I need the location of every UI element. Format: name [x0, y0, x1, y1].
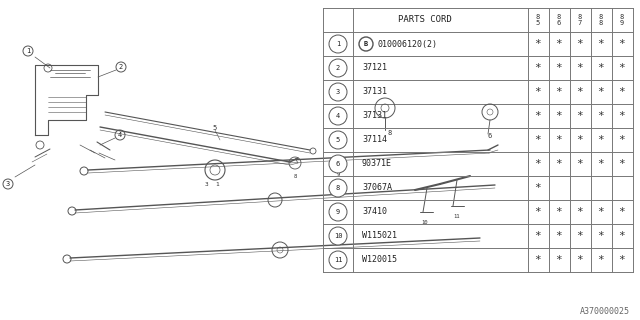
Text: *: *	[619, 159, 625, 169]
Text: 11: 11	[333, 257, 342, 263]
Text: *: *	[598, 87, 604, 97]
Text: *: *	[598, 39, 604, 49]
Text: *: *	[534, 207, 541, 217]
Text: *: *	[556, 135, 563, 145]
Text: *: *	[577, 207, 584, 217]
Text: 8: 8	[336, 185, 340, 191]
Circle shape	[329, 107, 347, 125]
Text: 8
7: 8 7	[578, 14, 582, 26]
Text: 2: 2	[119, 64, 123, 70]
Text: 10: 10	[422, 220, 428, 225]
Text: *: *	[598, 111, 604, 121]
Text: *: *	[577, 87, 584, 97]
Text: 9: 9	[337, 172, 340, 178]
Text: 8
8: 8 8	[599, 14, 603, 26]
Text: 5: 5	[213, 125, 217, 131]
Circle shape	[329, 227, 347, 245]
Text: 3: 3	[336, 89, 340, 95]
Text: *: *	[598, 63, 604, 73]
Text: *: *	[534, 63, 541, 73]
Text: 2: 2	[336, 65, 340, 71]
Text: *: *	[534, 183, 541, 193]
Text: *: *	[534, 255, 541, 265]
Circle shape	[329, 155, 347, 173]
Text: *: *	[534, 111, 541, 121]
Text: *: *	[619, 135, 625, 145]
Text: *: *	[577, 63, 584, 73]
Text: 1: 1	[336, 41, 340, 47]
Text: *: *	[534, 135, 541, 145]
Text: 37114: 37114	[362, 135, 387, 145]
Text: 8: 8	[293, 174, 296, 180]
Text: 8
5: 8 5	[536, 14, 540, 26]
Text: *: *	[556, 87, 563, 97]
Text: *: *	[619, 255, 625, 265]
Text: *: *	[577, 159, 584, 169]
Text: 37067A: 37067A	[362, 183, 392, 193]
Text: *: *	[619, 111, 625, 121]
Text: *: *	[534, 87, 541, 97]
Text: 37121: 37121	[362, 63, 387, 73]
Text: *: *	[556, 63, 563, 73]
Text: 010006120(2): 010006120(2)	[378, 39, 438, 49]
Text: *: *	[619, 207, 625, 217]
Text: W120015: W120015	[362, 255, 397, 265]
Text: *: *	[577, 135, 584, 145]
Text: 11: 11	[454, 213, 460, 219]
Text: *: *	[598, 159, 604, 169]
Text: 1: 1	[215, 181, 219, 187]
Text: 5: 5	[336, 137, 340, 143]
Circle shape	[329, 203, 347, 221]
Text: 3: 3	[6, 181, 10, 187]
Text: 1: 1	[26, 48, 30, 54]
Circle shape	[329, 59, 347, 77]
Text: *: *	[619, 63, 625, 73]
Text: 6: 6	[336, 161, 340, 167]
Text: *: *	[598, 231, 604, 241]
Text: *: *	[619, 87, 625, 97]
Circle shape	[329, 83, 347, 101]
Text: *: *	[598, 255, 604, 265]
Text: 9: 9	[336, 209, 340, 215]
Text: *: *	[556, 159, 563, 169]
Text: 8
9: 8 9	[620, 14, 624, 26]
Text: *: *	[556, 207, 563, 217]
Text: *: *	[577, 255, 584, 265]
Text: PARTS CORD: PARTS CORD	[398, 15, 452, 25]
Text: *: *	[556, 255, 563, 265]
Text: W115021: W115021	[362, 231, 397, 241]
Text: *: *	[598, 135, 604, 145]
Text: 37410: 37410	[362, 207, 387, 217]
Text: B: B	[364, 41, 368, 47]
Circle shape	[329, 251, 347, 269]
Text: 8: 8	[388, 130, 392, 136]
Text: A370000025: A370000025	[580, 308, 630, 316]
Text: 90371E: 90371E	[362, 159, 392, 169]
Text: *: *	[556, 231, 563, 241]
Text: *: *	[619, 39, 625, 49]
Text: 4: 4	[118, 132, 122, 138]
Text: *: *	[577, 111, 584, 121]
Text: *: *	[598, 207, 604, 217]
Text: *: *	[619, 231, 625, 241]
Circle shape	[329, 35, 347, 53]
Text: *: *	[556, 111, 563, 121]
Text: *: *	[577, 231, 584, 241]
Text: *: *	[534, 159, 541, 169]
Circle shape	[359, 37, 373, 51]
Text: *: *	[534, 231, 541, 241]
Text: 10: 10	[333, 233, 342, 239]
Text: 37131: 37131	[362, 87, 387, 97]
Circle shape	[329, 131, 347, 149]
Text: 4: 4	[336, 113, 340, 119]
Text: *: *	[556, 39, 563, 49]
Text: 8
6: 8 6	[557, 14, 561, 26]
Text: 3: 3	[205, 181, 209, 187]
Text: 6: 6	[488, 133, 492, 139]
Text: *: *	[534, 39, 541, 49]
Circle shape	[329, 179, 347, 197]
Text: *: *	[577, 39, 584, 49]
Text: 37131: 37131	[362, 111, 387, 121]
